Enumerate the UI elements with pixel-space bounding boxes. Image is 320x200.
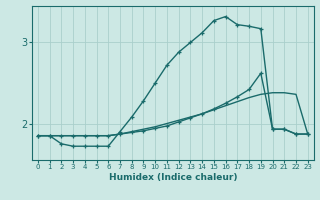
X-axis label: Humidex (Indice chaleur): Humidex (Indice chaleur) [108,173,237,182]
